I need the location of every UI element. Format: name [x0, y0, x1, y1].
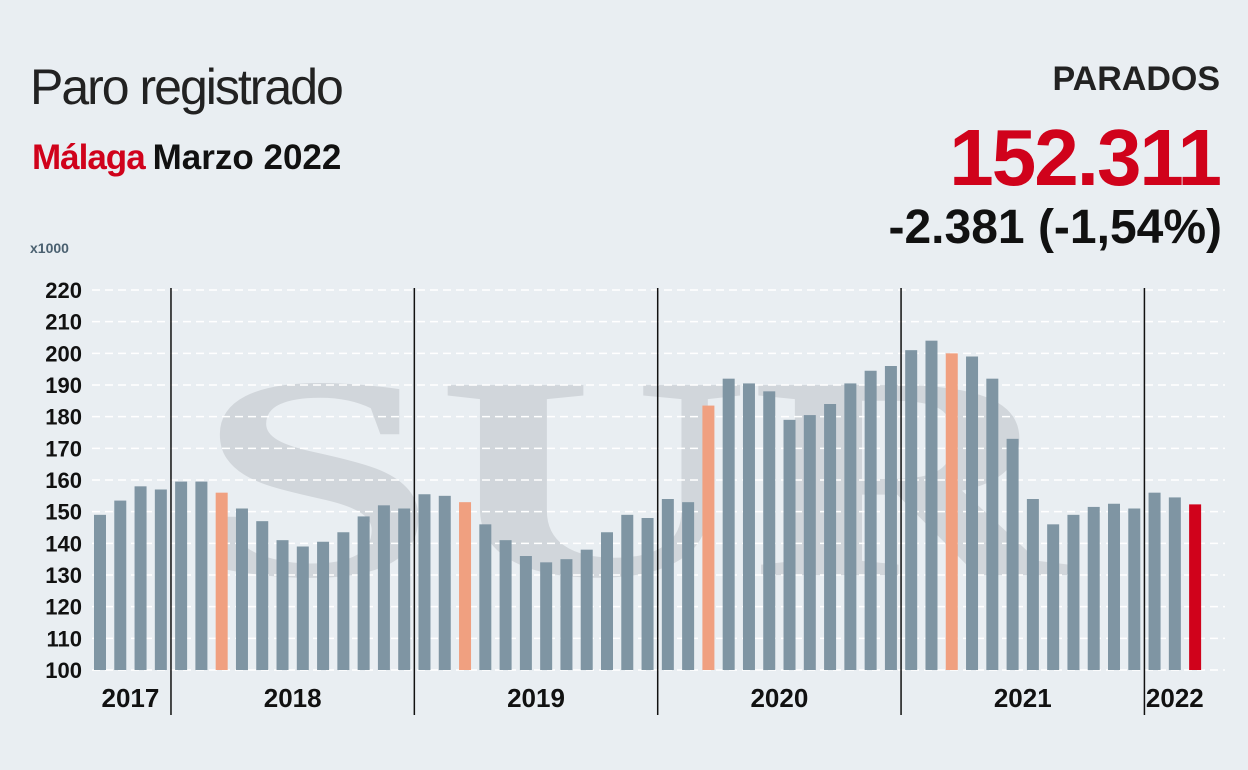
bar — [377, 505, 390, 670]
bar — [1189, 504, 1202, 670]
bar — [966, 356, 979, 670]
bar — [459, 502, 472, 670]
kpi-label: PARADOS — [1052, 60, 1221, 98]
bar — [154, 489, 167, 670]
bar — [1067, 514, 1080, 670]
bar — [945, 353, 958, 670]
y-tick-label: 190 — [45, 373, 82, 398]
city-label: Málaga — [32, 138, 146, 177]
y-tick-label: 150 — [45, 500, 82, 525]
y-tick-label: 130 — [45, 563, 82, 588]
y-tick-label: 180 — [45, 405, 82, 430]
year-label: 2018 — [264, 683, 322, 713]
y-tick-label: 100 — [45, 658, 82, 683]
bar — [479, 524, 492, 670]
bar — [601, 532, 613, 670]
year-label: 2021 — [994, 683, 1052, 713]
bar — [114, 500, 127, 670]
bar — [783, 419, 796, 670]
bar — [540, 562, 553, 670]
bar — [499, 540, 512, 670]
bar — [641, 518, 654, 670]
bar — [580, 549, 593, 670]
bar — [1047, 524, 1060, 670]
kpi-change: -2.381 (-1,54%) — [888, 201, 1223, 254]
bar — [621, 514, 634, 670]
bar — [276, 540, 289, 670]
bar — [1128, 508, 1141, 670]
bar — [682, 502, 695, 670]
bar — [702, 405, 715, 670]
y-axis-unit: x1000 — [30, 240, 69, 256]
bar — [884, 366, 897, 670]
subtitle: Málaga Marzo 2022 — [32, 138, 341, 178]
bar — [317, 541, 330, 670]
y-tick-label: 200 — [45, 341, 82, 366]
bar — [296, 546, 309, 670]
bar — [560, 559, 573, 670]
bar — [438, 495, 451, 670]
bar — [1168, 497, 1181, 670]
y-tick-label: 110 — [47, 626, 83, 651]
y-tick-label: 220 — [45, 278, 82, 303]
kpi-value: 152.311 — [949, 113, 1222, 202]
bar — [1006, 438, 1019, 670]
bar — [398, 508, 411, 670]
bar — [803, 415, 816, 670]
y-tick-label: 120 — [45, 595, 82, 620]
bar — [357, 516, 370, 670]
bar — [864, 370, 877, 670]
bar — [94, 514, 106, 670]
bar — [175, 481, 188, 670]
bar — [925, 340, 938, 670]
bar — [337, 532, 350, 670]
bar — [742, 383, 755, 670]
bar — [661, 499, 674, 670]
bar — [844, 383, 857, 670]
bar — [256, 521, 269, 670]
y-tick-label: 160 — [45, 468, 82, 493]
bar — [215, 492, 228, 670]
bar — [722, 378, 735, 670]
bar — [1026, 499, 1039, 670]
chart-title: Paro registrado — [30, 59, 344, 115]
bar — [134, 486, 147, 670]
year-label: 2019 — [507, 683, 565, 713]
year-label: 2017 — [101, 683, 159, 713]
year-label: 2020 — [750, 683, 808, 713]
bar — [1108, 503, 1120, 670]
bar — [1148, 492, 1161, 670]
date-label: Marzo 2022 — [152, 138, 342, 177]
year-label: 2022 — [1146, 683, 1204, 713]
bar — [763, 391, 776, 670]
bar — [235, 508, 248, 670]
y-tick-label: 210 — [45, 310, 82, 335]
bar — [1087, 506, 1100, 670]
bar — [195, 481, 208, 670]
bar — [519, 556, 532, 670]
y-tick-label: 140 — [45, 531, 82, 556]
bar — [986, 378, 999, 670]
bar — [824, 404, 837, 670]
y-tick-label: 170 — [45, 436, 82, 461]
bar — [905, 350, 918, 670]
bar — [418, 494, 431, 670]
